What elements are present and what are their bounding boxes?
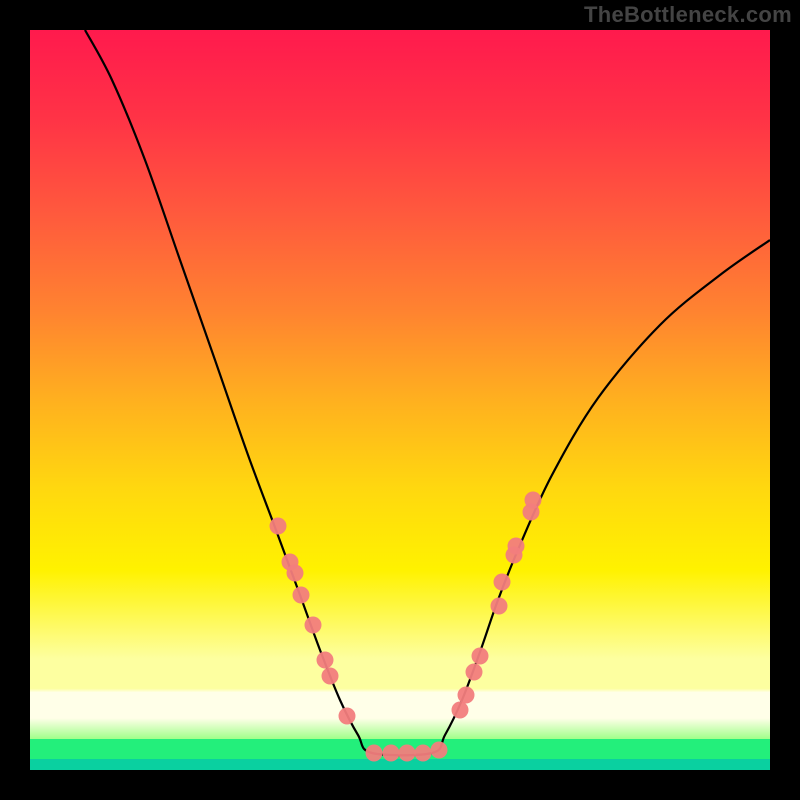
watermark-text: TheBottleneck.com — [584, 2, 792, 28]
plot-area — [30, 30, 770, 770]
gradient-background — [30, 30, 770, 770]
chart-frame: TheBottleneck.com — [0, 0, 800, 800]
